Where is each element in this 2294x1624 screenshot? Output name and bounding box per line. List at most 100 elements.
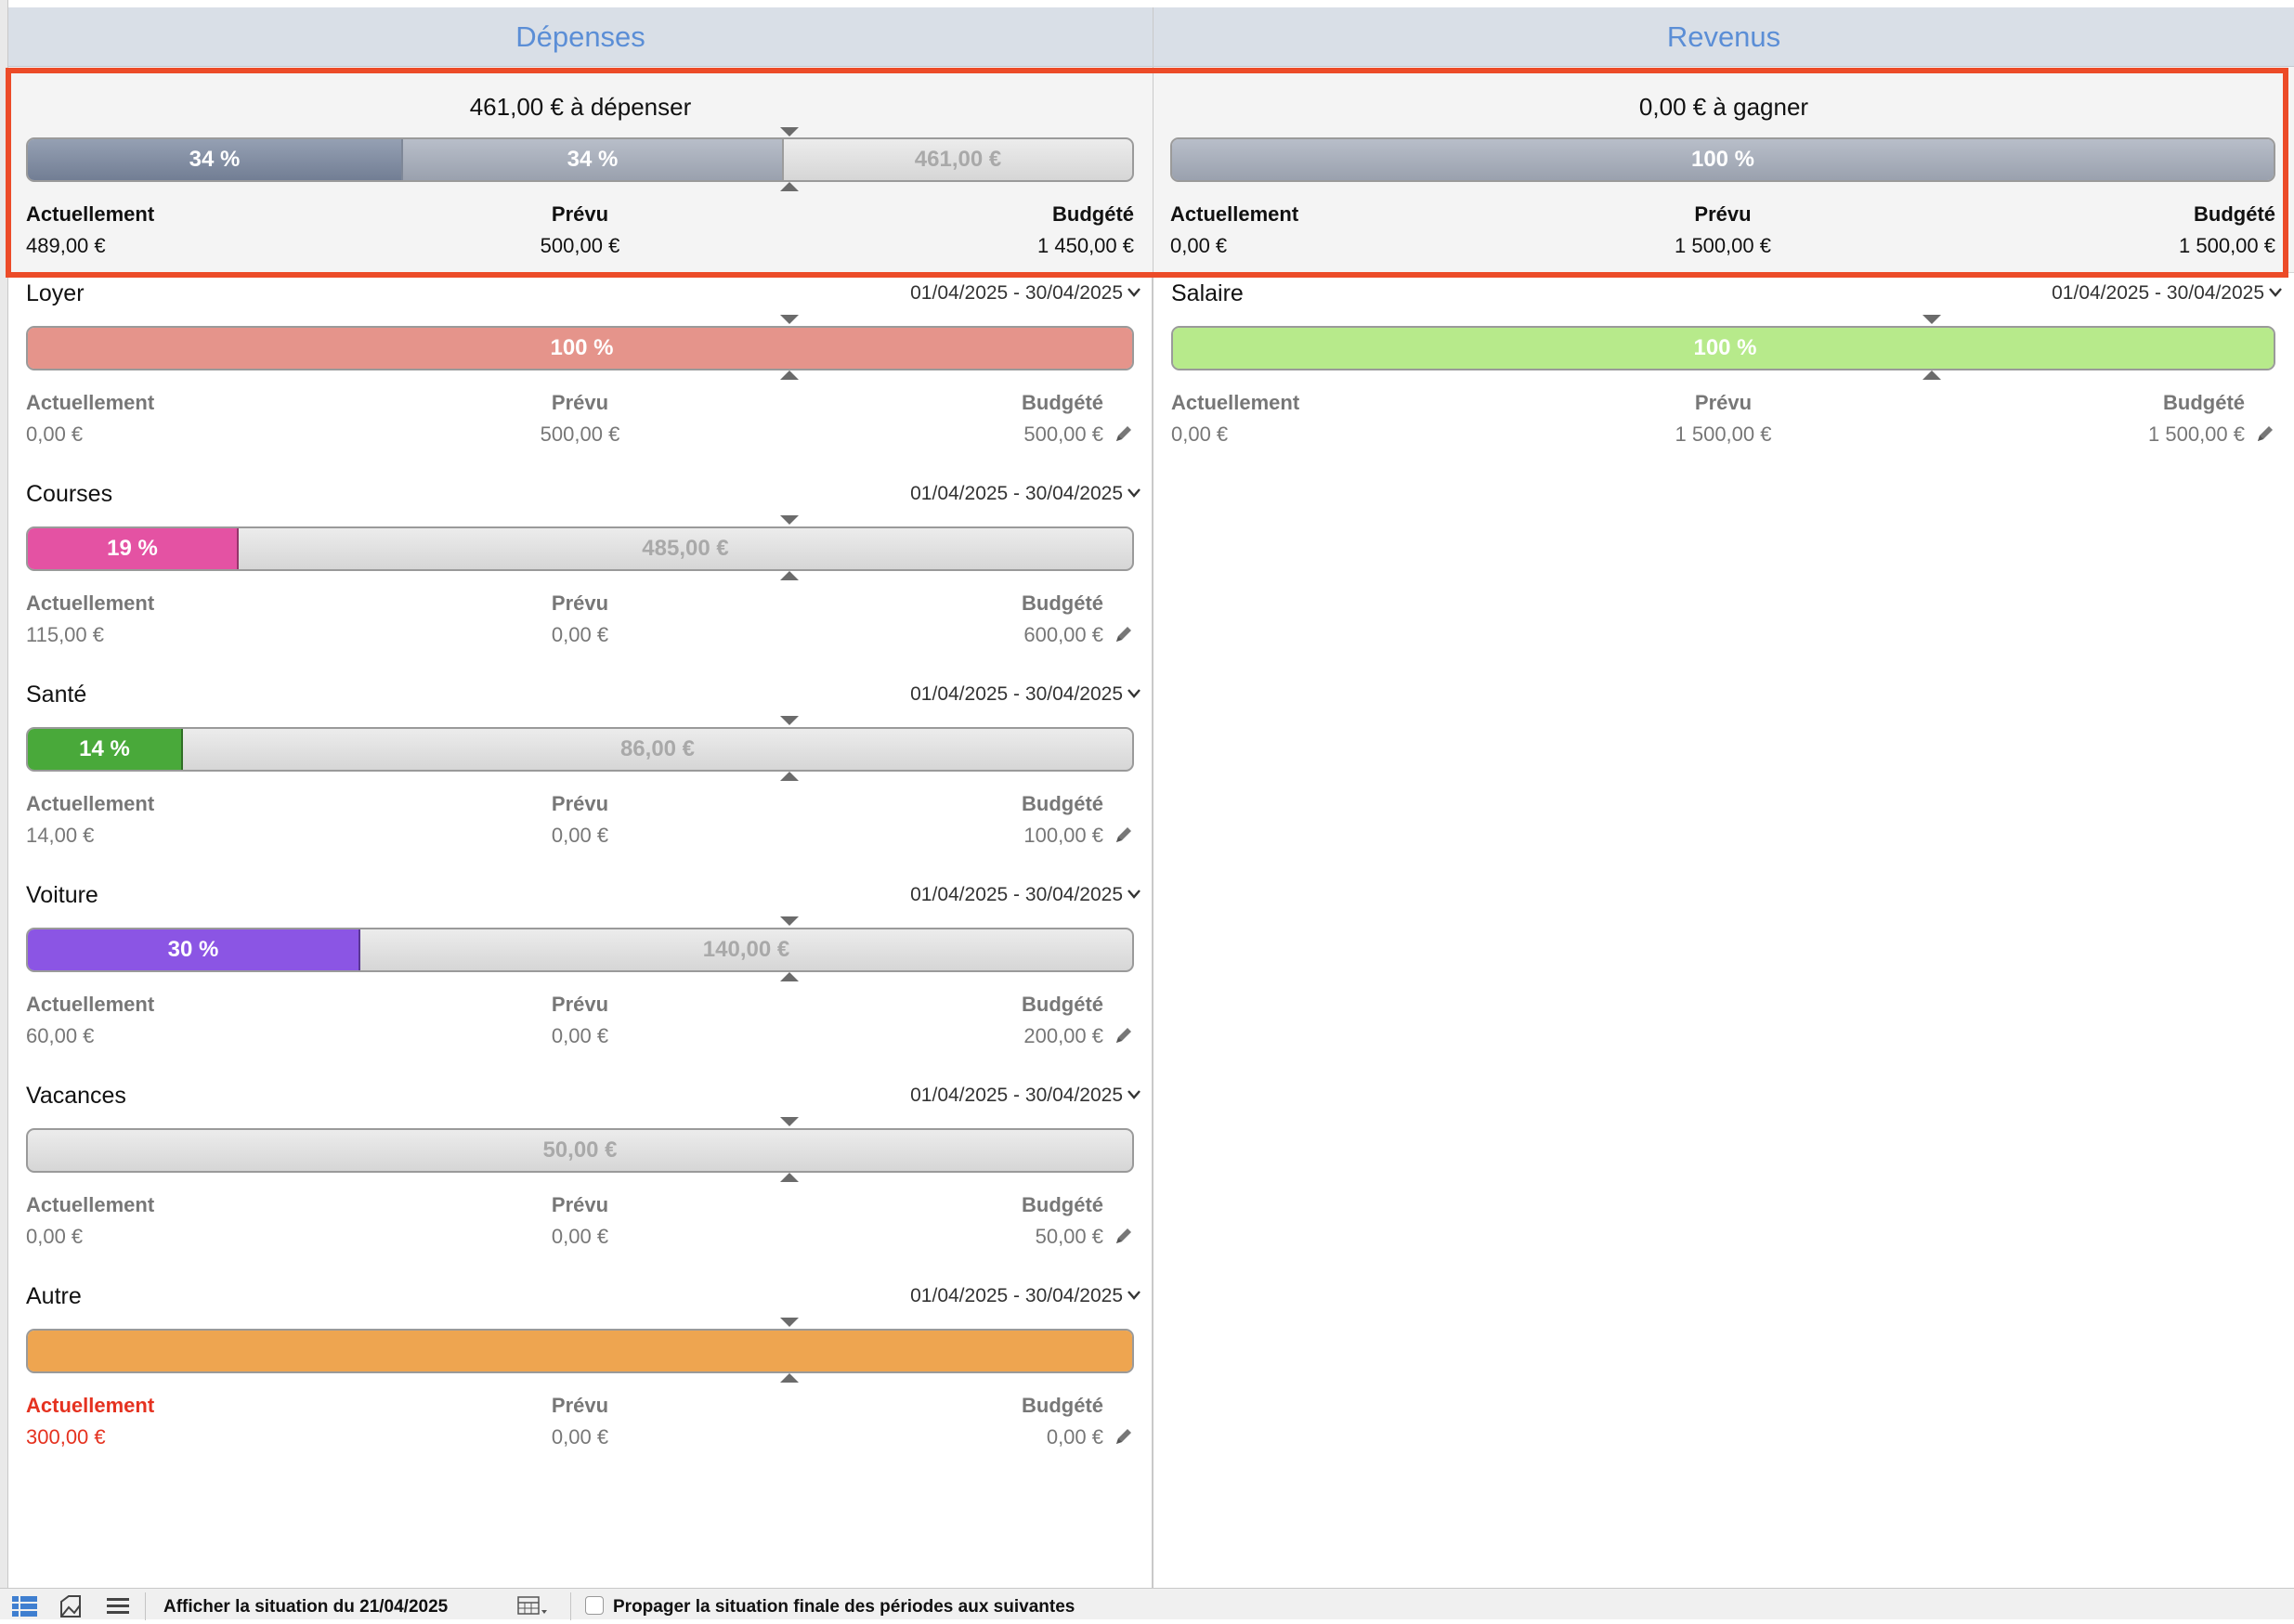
- progress-fill: 100 %: [28, 328, 1132, 369]
- expense-category: Voiture 01/04/2025 - 30/04/2025 30 % 140,00…: [8, 875, 1153, 1075]
- expenses-summary-bar: 34 % 34 % 461,00 €: [26, 137, 1134, 182]
- stat-budgeted[interactable]: Budgété 200,00 €: [1022, 993, 1103, 1047]
- footer-separator: [145, 1592, 146, 1620]
- propagate-checkbox[interactable]: [585, 1596, 604, 1615]
- stat-budgeted[interactable]: Budgété 100,00 €: [1022, 792, 1103, 847]
- pencil-icon[interactable]: [1114, 1226, 1134, 1246]
- pencil-icon[interactable]: [1114, 1025, 1134, 1046]
- expenses-planned-percent: 34 %: [567, 147, 619, 172]
- progress-fill: 30 %: [28, 929, 360, 970]
- stat-planned: Prévu 0,00 €: [551, 792, 609, 847]
- stat-budgeted[interactable]: Budgété 1 500,00 €: [2148, 391, 2245, 446]
- remaining-segment: 86,00 €: [183, 729, 1132, 770]
- planned-marker-bottom: [780, 972, 799, 981]
- chevron-down-icon[interactable]: [1127, 884, 1141, 905]
- income-column-title[interactable]: Revenus: [1154, 7, 2294, 67]
- stat-budgeted[interactable]: Budgété 500,00 €: [1022, 391, 1103, 446]
- category-stats: Actuellement 300,00 € Prévu 0,00 € Budgété 0,…: [26, 1394, 1134, 1449]
- category-stats: Actuellement 14,00 € Prévu 0,00 € Budgété 100…: [26, 792, 1134, 848]
- planned-marker-top: [780, 916, 799, 926]
- category-name[interactable]: Courses: [26, 481, 113, 507]
- budget-view-icon[interactable]: [11, 1594, 39, 1618]
- stat-current: Actuellement 14,00 €: [26, 792, 155, 847]
- category-name[interactable]: Vacances: [26, 1083, 126, 1109]
- stat-current: Actuellement 115,00 €: [26, 591, 155, 646]
- category-name[interactable]: Autre: [26, 1283, 82, 1309]
- report-view-icon[interactable]: [58, 1594, 85, 1618]
- expense-category: Courses 01/04/2025 - 30/04/2025 19 % 485,00…: [8, 474, 1153, 674]
- propagate-label[interactable]: Propager la situation finale des période…: [613, 1597, 1075, 1617]
- pencil-icon[interactable]: [2255, 423, 2275, 444]
- planned-marker-top: [780, 1318, 799, 1327]
- planned-marker-top: [780, 127, 799, 136]
- expenses-summary: 461,00 € à dépenser 34 % 34 % 461,00 € A…: [8, 67, 1153, 273]
- period-selector[interactable]: 01/04/2025 - 30/04/2025: [910, 1085, 1123, 1106]
- chevron-down-icon[interactable]: [1127, 483, 1141, 504]
- category-stats: Actuellement 0,00 € Prévu 0,00 € Budgété 50,0…: [26, 1193, 1134, 1249]
- stat-planned: Prévu 0,00 €: [551, 1394, 609, 1449]
- chevron-down-icon[interactable]: [1127, 683, 1141, 705]
- stat-current: Actuellement 0,00 €: [26, 1193, 155, 1248]
- chevron-down-icon[interactable]: [1127, 282, 1141, 304]
- category-progress-bar: [26, 1329, 1134, 1373]
- pencil-icon[interactable]: [1114, 624, 1134, 644]
- situation-date-label[interactable]: Afficher la situation du 21/04/2025: [163, 1597, 449, 1617]
- progress-percent: 14 %: [79, 736, 130, 761]
- planned-marker-top: [780, 1117, 799, 1126]
- expense-category: Santé 01/04/2025 - 30/04/2025 14 % 86,00 € A…: [8, 674, 1153, 875]
- period-selector[interactable]: 01/04/2025 - 30/04/2025: [910, 1285, 1123, 1306]
- category-name[interactable]: Voiture: [26, 882, 98, 908]
- expenses-current-segment: 34 %: [28, 139, 403, 180]
- expense-category: Vacances 01/04/2025 - 30/04/2025 50,00 € Ac…: [8, 1075, 1153, 1276]
- planned-marker-line: [782, 139, 784, 180]
- pencil-icon[interactable]: [1114, 423, 1134, 444]
- period-selector[interactable]: 01/04/2025 - 30/04/2025: [910, 884, 1123, 905]
- category-progress-bar: 14 % 86,00 €: [26, 727, 1134, 772]
- stat-budgeted[interactable]: Budgété 0,00 €: [1022, 1394, 1103, 1449]
- period-selector[interactable]: 01/04/2025 - 30/04/2025: [910, 483, 1123, 504]
- planned-marker-bottom: [780, 1373, 799, 1383]
- chevron-down-icon[interactable]: [1127, 1085, 1141, 1106]
- remaining-amount: 485,00 €: [642, 536, 729, 561]
- expense-category: Loyer 01/04/2025 - 30/04/2025 100 % Actuell…: [8, 273, 1153, 474]
- planned-marker-top: [780, 515, 799, 525]
- category-name[interactable]: Loyer: [26, 280, 85, 306]
- planned-marker-bottom: [780, 772, 799, 781]
- expenses-remaining-amount: 461,00 €: [914, 147, 1002, 172]
- income-category: Salaire 01/04/2025 - 30/04/2025 100 % Actue…: [1154, 273, 2294, 474]
- expenses-column-title[interactable]: Dépenses: [8, 7, 1153, 67]
- period-selector[interactable]: 01/04/2025 - 30/04/2025: [910, 683, 1123, 705]
- progress-percent: 19 %: [107, 536, 158, 561]
- period-selector[interactable]: 01/04/2025 - 30/04/2025: [2052, 282, 2264, 304]
- expenses-current-percent: 34 %: [189, 147, 241, 172]
- stat-planned: Prévu 1 500,00 €: [1675, 391, 1772, 446]
- stat-budgeted[interactable]: Budgété 600,00 €: [1022, 591, 1103, 646]
- pencil-icon[interactable]: [1114, 1426, 1134, 1447]
- footer-toolbar: Afficher la situation du 21/04/2025 Prop…: [0, 1588, 2294, 1620]
- category-name[interactable]: Salaire: [1171, 280, 1244, 306]
- income-planned-segment: 100 %: [1172, 139, 2274, 180]
- expenses-column: Dépenses 461,00 € à dépenser 34 % 34 % 4…: [8, 7, 1153, 1449]
- stat-current: Actuellement 300,00 €: [26, 1394, 155, 1449]
- category-progress-bar: 30 % 140,00 €: [26, 928, 1134, 972]
- remaining-segment: 140,00 €: [360, 929, 1132, 970]
- calendar-picker-icon[interactable]: [516, 1594, 547, 1618]
- remaining-segment: 485,00 €: [239, 528, 1132, 569]
- planned-marker-top: [780, 315, 799, 324]
- category-name[interactable]: Santé: [26, 682, 87, 708]
- stat-planned: Prévu 0,00 €: [551, 993, 609, 1047]
- category-progress-bar: 100 %: [26, 326, 1134, 370]
- list-view-icon[interactable]: [104, 1594, 132, 1618]
- planned-marker-bottom: [780, 1173, 799, 1182]
- column-divider: [1152, 7, 1154, 1588]
- pencil-icon[interactable]: [1114, 825, 1134, 845]
- planned-marker-bottom: [780, 370, 799, 380]
- chevron-down-icon[interactable]: [2268, 282, 2283, 304]
- expenses-summary-title: 461,00 € à dépenser: [469, 93, 692, 121]
- period-selector[interactable]: 01/04/2025 - 30/04/2025: [910, 282, 1123, 304]
- remaining-amount: 140,00 €: [702, 937, 790, 962]
- stat-budgeted[interactable]: Budgété 50,00 €: [1022, 1193, 1103, 1248]
- chevron-down-icon[interactable]: [1127, 1285, 1141, 1306]
- category-stats: Actuellement 0,00 € Prévu 500,00 € Budgété 50…: [26, 391, 1134, 447]
- expenses-remaining-segment: 461,00 €: [784, 139, 1132, 180]
